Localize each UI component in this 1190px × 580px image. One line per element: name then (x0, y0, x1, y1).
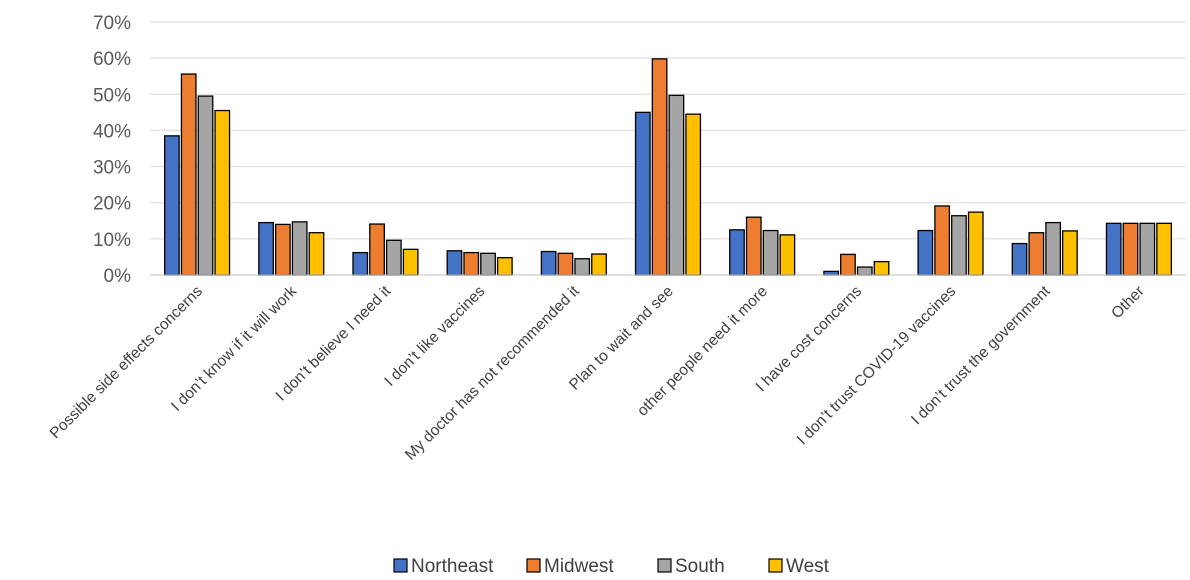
bar-south (385, 239, 402, 276)
legend-swatch-south (657, 558, 672, 573)
legend-swatch-northeast (393, 558, 408, 573)
bar-west (873, 260, 890, 276)
y-tick-label: 40% (93, 121, 131, 142)
bar-south (197, 95, 214, 276)
x-category-label: I don’t trust COVID-19 vaccines (794, 283, 960, 449)
y-tick-label: 50% (93, 85, 131, 106)
bar-south (1045, 221, 1062, 276)
legend-label-west: West (786, 556, 830, 577)
y-axis-ticks: 0% 10% 20% 30% 40% 50% 60% 70% (93, 13, 131, 287)
bar-south (762, 229, 779, 276)
bar-west (402, 248, 419, 276)
gridlines (150, 21, 1186, 240)
bar-west (308, 232, 325, 276)
x-category-label: Other (1108, 283, 1147, 322)
bar-midwest (1122, 222, 1139, 276)
bar-northeast (634, 111, 651, 276)
bar-west (496, 256, 513, 276)
bar-northeast (446, 250, 463, 276)
bar-midwest (1028, 232, 1045, 276)
legend-label-midwest: Midwest (544, 556, 614, 577)
bar-midwest (180, 73, 197, 276)
y-tick-label: 70% (93, 13, 131, 34)
bar-west (1156, 222, 1173, 276)
bar-west (967, 211, 984, 276)
x-category-label: Plan to wait and see (566, 283, 677, 394)
bar-midwest (745, 216, 762, 276)
bar-northeast (540, 250, 557, 276)
x-category-label: My doctor has not recommended it (402, 282, 583, 463)
bar-south (951, 215, 967, 276)
bar-northeast (917, 229, 934, 276)
legend: Northeast Midwest South West (393, 556, 830, 577)
legend-swatch-west (768, 558, 783, 573)
bars (163, 58, 1173, 276)
bar-midwest (840, 253, 856, 276)
bar-northeast (1011, 242, 1028, 276)
bar-midwest (274, 223, 291, 276)
y-tick-label: 30% (93, 158, 131, 179)
x-category-label: Possible side effects concerns (47, 283, 206, 442)
y-tick-label: 10% (93, 230, 131, 251)
legend-label-northeast: Northeast (411, 556, 494, 577)
bar-northeast (258, 221, 274, 276)
bar-south (480, 252, 496, 276)
bar-south (574, 258, 591, 276)
bar-northeast (823, 270, 840, 276)
legend-swatch-midwest (526, 558, 541, 573)
bar-south (668, 94, 685, 276)
bar-northeast (163, 135, 180, 276)
y-tick-label: 20% (93, 194, 131, 215)
bar-west (591, 253, 607, 276)
bar-northeast (1105, 222, 1122, 276)
x-category-label: I don’t like vaccines (381, 283, 488, 390)
bar-northeast (729, 229, 745, 276)
bar-midwest (934, 205, 951, 276)
x-category-label: I have cost concerns (753, 283, 866, 396)
bar-south (291, 221, 308, 276)
y-tick-label: 60% (93, 49, 131, 70)
bar-south (856, 266, 873, 276)
bar-midwest (463, 251, 480, 276)
bar-west (779, 234, 796, 276)
bar-midwest (369, 223, 385, 276)
bar-west (1062, 230, 1078, 276)
bar-west (685, 113, 702, 276)
legend-label-south: South (675, 556, 725, 577)
bar-west (214, 109, 231, 276)
bar-northeast (352, 251, 369, 276)
bar-south (1139, 222, 1156, 276)
bar-midwest (651, 58, 668, 276)
y-tick-label: 0% (104, 266, 132, 287)
bar-midwest (557, 252, 574, 276)
